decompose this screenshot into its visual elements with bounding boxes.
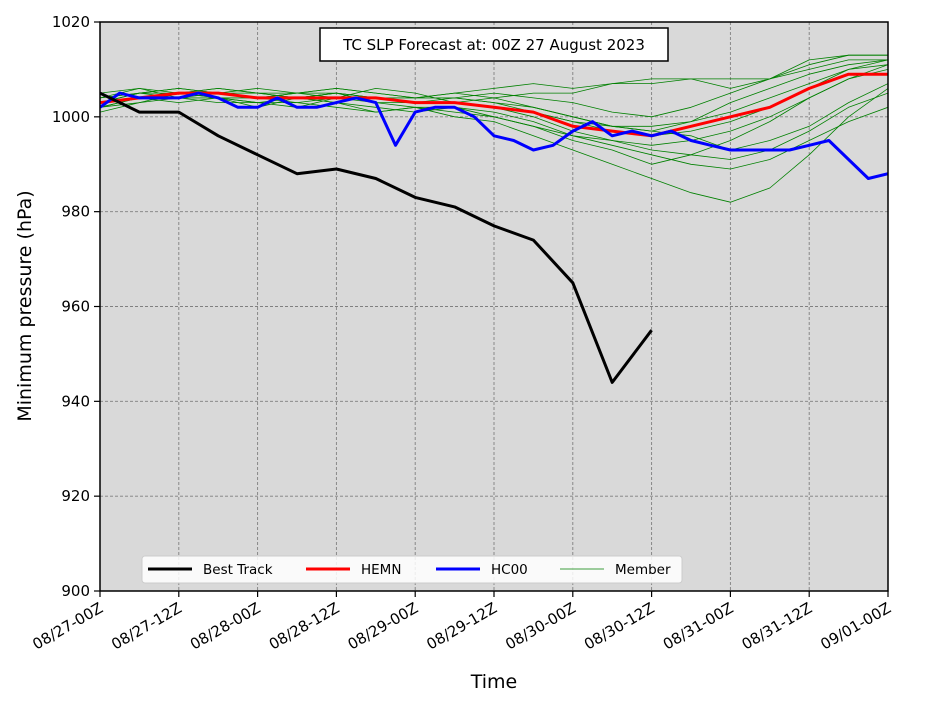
y-axis: 900 920 940 960 980 1000 1020 <box>52 13 100 600</box>
best-track-line <box>100 91 653 384</box>
y-tick-label: 900 <box>61 582 90 600</box>
grid <box>100 22 888 591</box>
y-axis-title: Minimum pressure (hPa) <box>14 190 36 421</box>
member-line-12 <box>100 59 888 132</box>
member-line-6 <box>100 64 888 146</box>
hemn-line <box>100 72 888 138</box>
legend-label: HEMN <box>361 562 401 578</box>
title-box: TC SLP Forecast at: 00Z 27 August 2023 <box>319 27 669 62</box>
member-line-10 <box>100 92 888 170</box>
legend-label: Member <box>615 562 671 578</box>
title-box-frame <box>319 27 669 62</box>
y-tick-label: 1020 <box>52 13 90 31</box>
y-tick-label: 980 <box>61 203 90 221</box>
hc00-line <box>100 91 888 180</box>
chart-title: TC SLP Forecast at: 00Z 27 August 2023 <box>342 36 645 54</box>
y-tick-label: 940 <box>61 392 90 410</box>
x-tick-label: 08/30-12Z <box>581 599 658 654</box>
y-tick-label: 960 <box>61 298 90 316</box>
x-tick-label: 08/29-12Z <box>423 599 500 654</box>
x-axis: 08/27-00Z 08/27-12Z 08/28-00Z 08/28-12Z 08/2… <box>29 591 894 653</box>
x-tick-label: 08/28-12Z <box>266 599 343 654</box>
x-tick-label: 08/31-12Z <box>739 599 816 654</box>
x-tick-label: 08/29-00Z <box>345 599 422 654</box>
legend-label: Best Track <box>203 562 273 578</box>
x-tick-label: 09/01-00Z <box>817 599 894 654</box>
legend-label: HC00 <box>491 562 528 578</box>
y-tick-label: 920 <box>61 487 90 505</box>
x-tick-label: 08/27-00Z <box>29 599 106 654</box>
x-tick-label: 08/27-12Z <box>108 599 185 654</box>
y-tick-label: 1000 <box>52 108 90 126</box>
legend: Best Track HEMN HC00 Member <box>141 555 683 584</box>
x-tick-label: 08/30-00Z <box>502 599 579 654</box>
legend-frame <box>141 555 683 584</box>
member-line-1 <box>100 54 888 118</box>
x-axis-title: Time <box>470 671 518 693</box>
x-tick-label: 08/31-00Z <box>660 599 737 654</box>
x-tick-label: 08/28-00Z <box>187 599 264 654</box>
series-layer <box>100 54 888 384</box>
